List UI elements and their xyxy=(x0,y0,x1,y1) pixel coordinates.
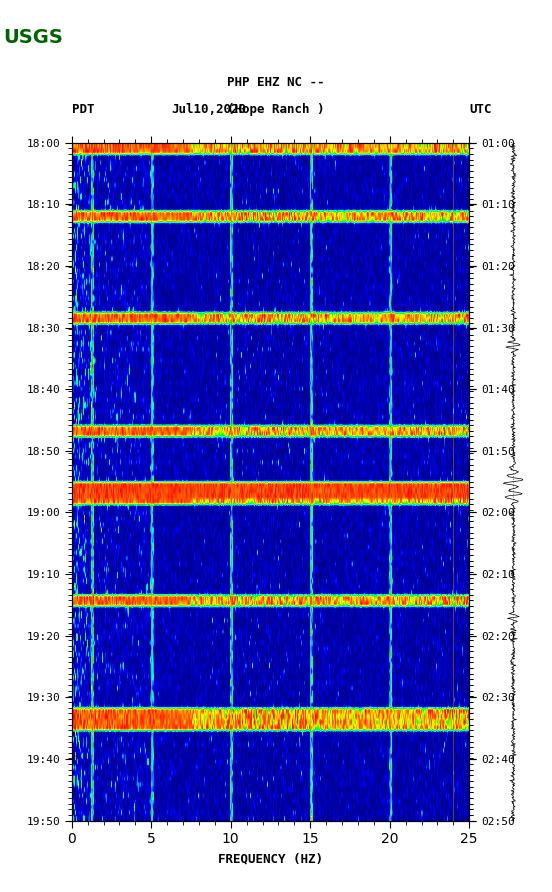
Text: USGS: USGS xyxy=(3,28,63,47)
Text: UTC: UTC xyxy=(469,103,492,116)
Text: (Hope Ranch ): (Hope Ranch ) xyxy=(227,103,325,116)
Text: PDT: PDT xyxy=(72,103,94,116)
Text: Jul10,2020: Jul10,2020 xyxy=(171,103,246,116)
Text: PHP EHZ NC --: PHP EHZ NC -- xyxy=(227,76,325,89)
X-axis label: FREQUENCY (HZ): FREQUENCY (HZ) xyxy=(218,852,323,865)
